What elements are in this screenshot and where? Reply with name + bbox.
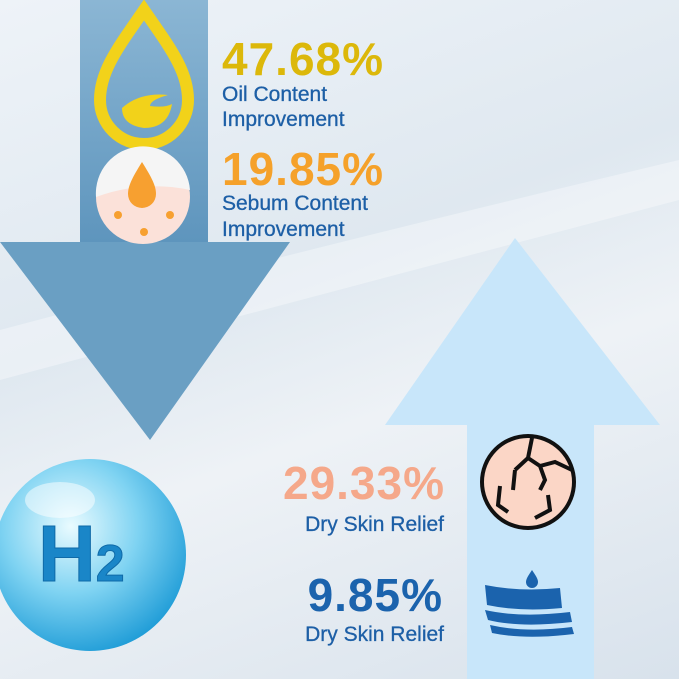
oil-content-label-2: Improvement xyxy=(222,108,345,131)
oil-content-label-1: Oil Content xyxy=(222,83,328,106)
cracked-skin-icon xyxy=(480,434,576,530)
dry-skin-label-1: Dry Skin Relief xyxy=(305,513,444,536)
moisture-layers-icon xyxy=(485,570,574,637)
dry-skin-value-1: 29.33% xyxy=(282,457,445,509)
oil-drop-icon xyxy=(93,0,195,150)
sebum-content-label-1: Sebum Content xyxy=(222,192,368,215)
dry-skin-value-2: 9.85% xyxy=(307,569,443,621)
sebum-icon xyxy=(95,146,190,244)
dry-skin-label-2: Dry Skin Relief xyxy=(305,623,444,646)
bubble-h-text: H xyxy=(38,509,97,599)
sebum-content-label-2: Improvement xyxy=(222,218,345,241)
bubble-h2-label: H2 xyxy=(38,508,126,600)
sebum-content-value: 19.85% xyxy=(222,143,385,195)
oil-content-value: 47.68% xyxy=(222,33,385,85)
bubble-subscript: 2 xyxy=(95,535,125,594)
